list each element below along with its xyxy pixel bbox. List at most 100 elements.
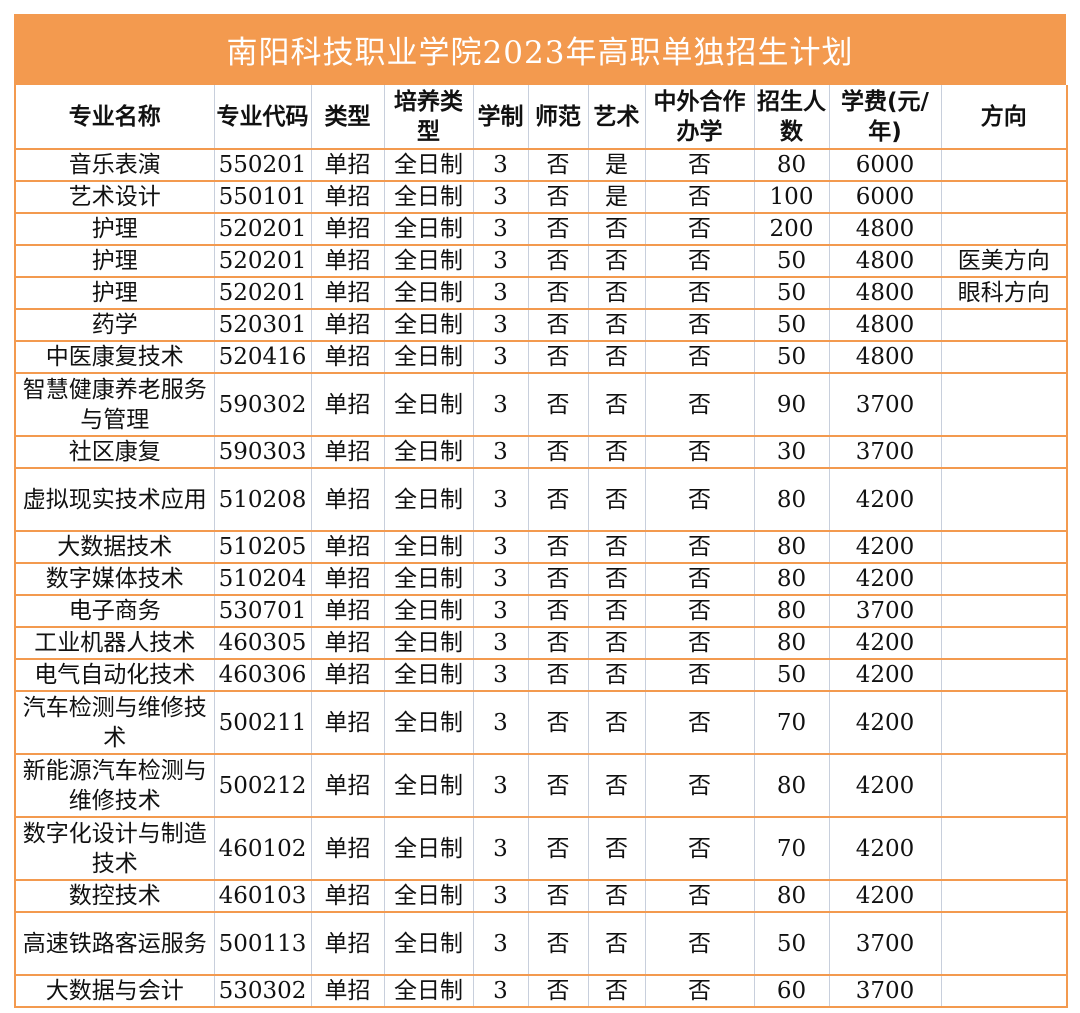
cell-major-name: 虚拟现实技术应用	[14, 468, 215, 532]
cell-art: 是	[587, 181, 646, 214]
cell-training-type: 全日制	[383, 975, 474, 1008]
cell-direction: 眼科方向	[940, 277, 1068, 310]
cell-duration: 3	[472, 531, 529, 564]
cell-direction	[940, 912, 1068, 976]
cell-joint-program: 否	[644, 817, 755, 881]
cell-major-code: 550101	[213, 181, 312, 214]
cell-tuition: 4200	[828, 659, 942, 692]
cell-type: 单招	[310, 627, 385, 660]
cell-normal: 否	[527, 309, 589, 342]
cell-major-name: 中医康复技术	[14, 341, 215, 374]
cell-major-name: 数控技术	[14, 880, 215, 913]
cell-major-name: 大数据与会计	[14, 975, 215, 1008]
cell-type: 单招	[310, 149, 385, 182]
cell-major-name: 数字化设计与制造技术	[14, 817, 215, 881]
cell-joint-program: 否	[644, 880, 755, 913]
cell-major-name: 汽车检测与维修技术	[14, 691, 215, 755]
cell-tuition: 3700	[828, 595, 942, 628]
cell-enrollment: 200	[753, 213, 830, 246]
cell-major-name: 艺术设计	[14, 181, 215, 214]
cell-normal: 否	[527, 341, 589, 374]
cell-direction	[940, 341, 1068, 374]
cell-tuition: 4200	[828, 880, 942, 913]
cell-enrollment: 80	[753, 754, 830, 818]
cell-training-type: 全日制	[383, 149, 474, 182]
cell-type: 单招	[310, 436, 385, 469]
cell-normal: 否	[527, 373, 589, 437]
cell-major-name: 新能源汽车检测与维修技术	[14, 754, 215, 818]
cell-major-code: 510205	[213, 531, 312, 564]
cell-joint-program: 否	[644, 975, 755, 1008]
cell-normal: 否	[527, 563, 589, 596]
cell-major-name: 音乐表演	[14, 149, 215, 182]
cell-training-type: 全日制	[383, 468, 474, 532]
table-row: 工业机器人技术 460305 单招 全日制 3 否否否 80 4200	[14, 627, 1068, 660]
cell-art: 否	[587, 373, 646, 437]
cell-training-type: 全日制	[383, 595, 474, 628]
cell-major-name: 数字媒体技术	[14, 563, 215, 596]
cell-tuition: 4800	[828, 245, 942, 278]
cell-type: 单招	[310, 691, 385, 755]
cell-direction	[940, 691, 1068, 755]
cell-duration: 3	[472, 975, 529, 1008]
cell-duration: 3	[472, 468, 529, 532]
cell-type: 单招	[310, 912, 385, 976]
cell-joint-program: 否	[644, 659, 755, 692]
cell-type: 单招	[310, 531, 385, 564]
cell-duration: 3	[472, 627, 529, 660]
cell-tuition: 3700	[828, 436, 942, 469]
cell-major-code: 460306	[213, 659, 312, 692]
cell-major-code: 500211	[213, 691, 312, 755]
cell-duration: 3	[472, 880, 529, 913]
table-row: 新能源汽车检测与维修技术 500212 单招 全日制 3 否否否 80 4200	[14, 754, 1068, 818]
cell-enrollment: 80	[753, 149, 830, 182]
cell-major-code: 590303	[213, 436, 312, 469]
cell-direction	[940, 309, 1068, 342]
cell-major-code: 520201	[213, 277, 312, 310]
cell-art: 否	[587, 912, 646, 976]
cell-major-code: 520201	[213, 213, 312, 246]
cell-art: 否	[587, 659, 646, 692]
cell-training-type: 全日制	[383, 912, 474, 976]
cell-training-type: 全日制	[383, 691, 474, 755]
column-header-joint-program: 中外合作办学	[644, 85, 755, 150]
cell-major-code: 460305	[213, 627, 312, 660]
cell-training-type: 全日制	[383, 436, 474, 469]
cell-type: 单招	[310, 309, 385, 342]
cell-joint-program: 否	[644, 436, 755, 469]
table-row: 大数据与会计 530302 单招 全日制 3 否否否 60 3700	[14, 975, 1068, 1008]
cell-art: 否	[587, 563, 646, 596]
cell-duration: 3	[472, 309, 529, 342]
cell-duration: 3	[472, 373, 529, 437]
cell-major-name: 药学	[14, 309, 215, 342]
cell-joint-program: 否	[644, 373, 755, 437]
cell-art: 否	[587, 309, 646, 342]
table-row: 电气自动化技术 460306 单招 全日制 3 否否否 50 4200	[14, 659, 1068, 692]
header-row: 专业名称 专业代码 类型 培养类型 学制 师范 艺术 中外合作办学 招生人数 学费(元/年) 方向	[14, 85, 1068, 150]
cell-direction	[940, 436, 1068, 469]
cell-enrollment: 80	[753, 563, 830, 596]
cell-enrollment: 50	[753, 309, 830, 342]
table-row: 音乐表演 550201 单招 全日制 3 否是否 80 6000	[14, 149, 1068, 182]
cell-major-name: 智慧健康养老服务与管理	[14, 373, 215, 437]
cell-enrollment: 50	[753, 245, 830, 278]
cell-training-type: 全日制	[383, 341, 474, 374]
column-header-art: 艺术	[587, 85, 646, 150]
cell-duration: 3	[472, 595, 529, 628]
cell-art: 否	[587, 245, 646, 278]
cell-joint-program: 否	[644, 468, 755, 532]
cell-duration: 3	[472, 181, 529, 214]
cell-major-code: 510204	[213, 563, 312, 596]
cell-normal: 否	[527, 880, 589, 913]
cell-tuition: 4200	[828, 563, 942, 596]
cell-enrollment: 50	[753, 912, 830, 976]
cell-type: 单招	[310, 213, 385, 246]
cell-major-code: 520416	[213, 341, 312, 374]
cell-major-name: 护理	[14, 213, 215, 246]
cell-major-code: 590302	[213, 373, 312, 437]
cell-direction	[940, 627, 1068, 660]
cell-normal: 否	[527, 213, 589, 246]
cell-training-type: 全日制	[383, 563, 474, 596]
cell-duration: 3	[472, 817, 529, 881]
cell-major-code: 550201	[213, 149, 312, 182]
